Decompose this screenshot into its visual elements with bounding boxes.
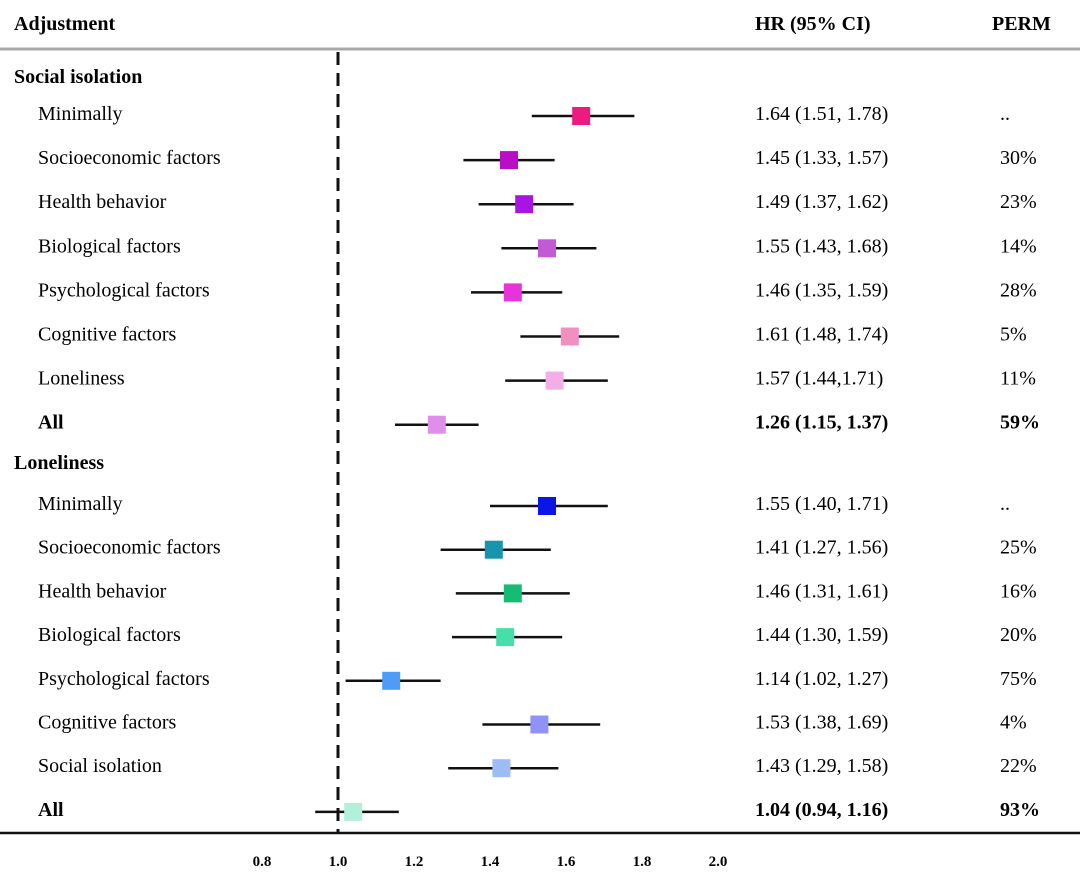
perm-value: 20% bbox=[1000, 624, 1037, 646]
perm-value: 14% bbox=[1000, 235, 1037, 257]
row-label: Minimally bbox=[38, 103, 122, 125]
header-hr-ci: HR (95% CI) bbox=[755, 13, 871, 35]
row-label: Psychological factors bbox=[38, 279, 210, 301]
x-axis-ticks: 0.8 1.0 1.2 1.4 1.6 1.8 2.0 bbox=[253, 854, 728, 870]
perm-value: .. bbox=[1000, 493, 1010, 515]
hr-ci-value: 1.57 (1.44,1.71) bbox=[755, 368, 883, 390]
hr-ci-value: 1.55 (1.40, 1.71) bbox=[755, 493, 888, 515]
hr-ci-value: 1.46 (1.31, 1.61) bbox=[755, 580, 888, 602]
row-label: Minimally bbox=[38, 493, 122, 515]
row-label: Loneliness bbox=[38, 368, 125, 390]
hr-ci-value: 1.44 (1.30, 1.59) bbox=[755, 624, 888, 646]
perm-value: 22% bbox=[1000, 755, 1037, 777]
hr-marker bbox=[344, 802, 363, 821]
x-tick-label: 1.4 bbox=[481, 854, 500, 870]
hr-marker bbox=[484, 540, 503, 559]
header-perm: PERM bbox=[992, 13, 1051, 35]
x-tick-label: 0.8 bbox=[253, 854, 272, 870]
perm-value: 75% bbox=[1000, 668, 1037, 690]
x-tick-label: 1.8 bbox=[633, 854, 652, 870]
row-label: Socioeconomic factors bbox=[38, 147, 221, 169]
hr-marker bbox=[382, 671, 401, 690]
hr-marker bbox=[530, 715, 549, 734]
hr-marker bbox=[538, 497, 556, 515]
perm-value: .. bbox=[1000, 103, 1010, 125]
hr-marker bbox=[503, 584, 522, 603]
hr-marker bbox=[496, 628, 515, 647]
row-label: Cognitive factors bbox=[38, 712, 177, 734]
hr-marker bbox=[515, 195, 534, 214]
perm-value: 93% bbox=[1000, 799, 1040, 821]
forest-rows: Social isolation Minimally 1.64 (1.51, 1.7… bbox=[14, 66, 1040, 821]
x-tick-label: 1.0 bbox=[329, 854, 348, 870]
perm-value: 59% bbox=[1000, 412, 1040, 434]
hr-ci-value: 1.49 (1.37, 1.62) bbox=[755, 191, 888, 213]
group-title: Loneliness bbox=[14, 452, 104, 474]
hr-ci-value: 1.45 (1.33, 1.57) bbox=[755, 147, 888, 169]
hr-ci-value: 1.46 (1.35, 1.59) bbox=[755, 279, 888, 301]
row-label: Psychological factors bbox=[38, 668, 210, 690]
hr-marker bbox=[545, 371, 564, 390]
hr-ci-value: 1.53 (1.38, 1.69) bbox=[755, 712, 888, 734]
hr-marker bbox=[560, 327, 579, 346]
row-label: Health behavior bbox=[38, 580, 167, 602]
hr-marker bbox=[492, 759, 511, 778]
perm-value: 16% bbox=[1000, 580, 1037, 602]
row-label: All bbox=[38, 412, 64, 434]
row-label: Social isolation bbox=[38, 755, 162, 777]
perm-value: 11% bbox=[1000, 368, 1036, 390]
row-label: All bbox=[38, 799, 64, 821]
perm-value: 4% bbox=[1000, 712, 1027, 734]
header-adjustment: Adjustment bbox=[14, 13, 115, 35]
hr-ci-value: 1.26 (1.15, 1.37) bbox=[755, 412, 888, 434]
row-label: Socioeconomic factors bbox=[38, 537, 221, 559]
hr-marker bbox=[572, 107, 591, 125]
hr-marker bbox=[538, 239, 556, 258]
row-label: Cognitive factors bbox=[38, 324, 177, 346]
hr-marker bbox=[427, 415, 446, 434]
hr-ci-value: 1.64 (1.51, 1.78) bbox=[755, 103, 888, 125]
x-tick-label: 2.0 bbox=[709, 854, 728, 870]
hr-ci-value: 1.43 (1.29, 1.58) bbox=[755, 755, 888, 777]
hr-marker bbox=[503, 283, 522, 302]
row-label: Biological factors bbox=[38, 624, 181, 646]
hr-ci-value: 1.61 (1.48, 1.74) bbox=[755, 324, 888, 346]
perm-value: 28% bbox=[1000, 279, 1037, 301]
hr-ci-value: 1.41 (1.27, 1.56) bbox=[755, 537, 888, 559]
row-label: Biological factors bbox=[38, 235, 181, 257]
x-tick-label: 1.6 bbox=[557, 854, 576, 870]
perm-value: 30% bbox=[1000, 147, 1037, 169]
perm-value: 5% bbox=[1000, 324, 1027, 346]
perm-value: 25% bbox=[1000, 537, 1037, 559]
hr-marker bbox=[500, 151, 518, 170]
x-tick-label: 1.2 bbox=[405, 854, 424, 870]
perm-value: 23% bbox=[1000, 191, 1037, 213]
hr-ci-value: 1.04 (0.94, 1.16) bbox=[755, 799, 888, 821]
hr-ci-value: 1.14 (1.02, 1.27) bbox=[755, 668, 888, 690]
row-label: Health behavior bbox=[38, 191, 167, 213]
group-title: Social isolation bbox=[14, 66, 142, 88]
hr-ci-value: 1.55 (1.43, 1.68) bbox=[755, 235, 888, 257]
